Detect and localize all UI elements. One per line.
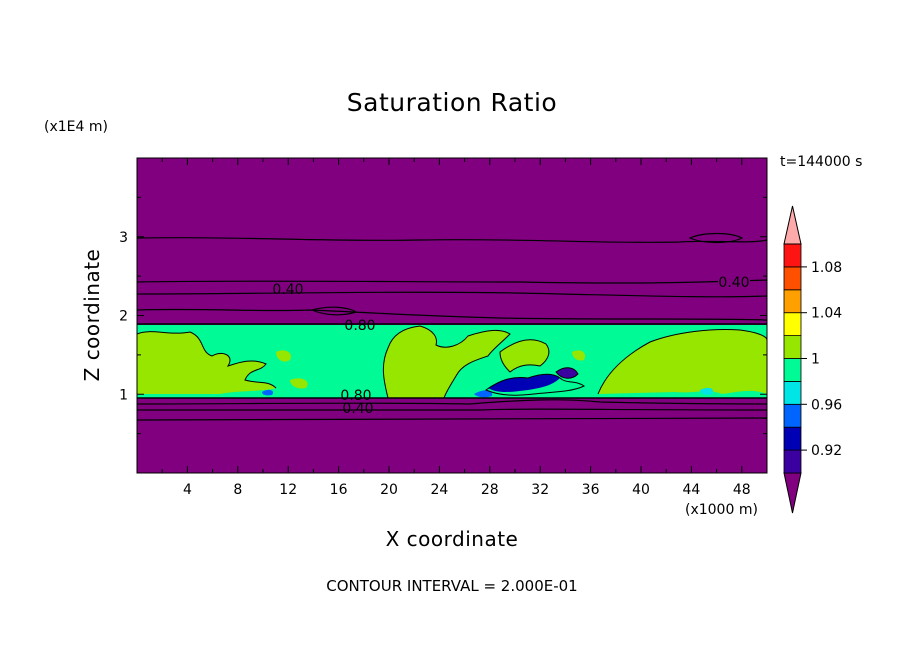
colorbar-label: 1 [811,352,820,368]
y-axis: 1 2 3 [119,196,767,435]
contour-label: 0.40 [272,282,303,298]
contour-labels: 0.400.800.800.400.40 [272,275,750,417]
x-tick-label: 44 [682,482,700,498]
contour-line [137,417,767,421]
y-tick-label: 3 [119,230,128,246]
colorbar-label: 1.08 [811,260,842,276]
colorbar-swatch [783,243,802,268]
subsaturated-spot-d [700,387,714,395]
colorbar-label: 1.04 [811,306,842,322]
plot-field [137,158,767,473]
colorbar-swatch [783,426,802,451]
contour-label: 0.40 [342,401,373,417]
x-axis: 4 8 12 16 20 24 28 32 36 40 44 48 [161,158,751,498]
contour-line [137,308,767,321]
contour-line [688,232,744,244]
colorbar-swatch [783,449,802,474]
x-axis-unit: (x1000 m) [685,502,758,518]
x-tick-label: 4 [183,482,192,498]
colorbar-swatch [783,358,802,382]
x-tick-label: 32 [531,482,549,498]
saturated-region-right-small [572,350,586,361]
contour-line [137,399,767,405]
contour-interval-note: CONTOUR INTERVAL = 2.000E-01 [326,577,578,595]
contour-line [310,306,358,316]
colorbar-swatch [783,289,802,314]
contour-line [137,279,767,284]
colorbar-swatch [783,403,802,428]
x-tick-label: 48 [733,482,751,498]
contour-line [137,291,767,298]
contour-label: 0.40 [718,275,749,291]
x-axis-label: X coordinate [385,527,519,551]
dry-layer-region [137,158,767,473]
saturated-region-center [383,326,510,398]
x-tick-label: 8 [233,482,242,498]
contour-label: 0.80 [344,318,375,334]
saturated-region-mid [500,339,549,372]
contour-line [137,237,767,243]
colorbar-swatch [783,335,802,359]
colorbar-under-triangle [783,472,802,514]
colorbar-over-triangle [783,205,802,245]
colorbar: 0.92 0.96 1 1.04 1.08 [783,205,842,514]
colorbar-swatch [783,266,802,291]
subsaturated-spot-e [262,389,274,396]
x-tick-label: 16 [330,482,348,498]
x-tick-label: 24 [430,482,448,498]
time-label: t=144000 s [780,154,863,170]
subsaturated-spot-b [556,367,578,379]
contour-line [382,325,511,399]
x-tick-label: 36 [582,482,600,498]
x-tick-label: 12 [279,482,297,498]
chart-title: Saturation Ratio [346,88,558,117]
y-tick-label: 2 [119,309,128,325]
x-tick-label: 28 [481,482,499,498]
contour-line [137,408,767,411]
y-tick-label: 1 [119,387,128,403]
y-axis-unit: (x1E4 m) [44,119,108,135]
saturated-region-small-b [290,378,308,389]
saturated-region-left [137,331,276,394]
x-tick-label: 20 [380,482,398,498]
colorbar-label: 0.96 [811,397,842,413]
contour-line [499,339,550,373]
colorbar-swatch [783,380,802,405]
contour-line [597,329,767,395]
contour-label-bg [718,276,750,289]
contour-line [555,367,579,379]
subsaturated-spot-c [474,390,493,398]
saturated-region-right [598,329,767,394]
colorbar-label: 0.92 [811,443,842,459]
subsaturated-spot-a [488,374,560,392]
saturated-region-small-a [276,350,291,362]
contour-line [137,331,277,389]
x-tick-label: 40 [632,482,650,498]
contour-line [484,373,585,396]
colorbar-swatch [783,312,802,337]
contour-label: 0.80 [340,388,371,404]
